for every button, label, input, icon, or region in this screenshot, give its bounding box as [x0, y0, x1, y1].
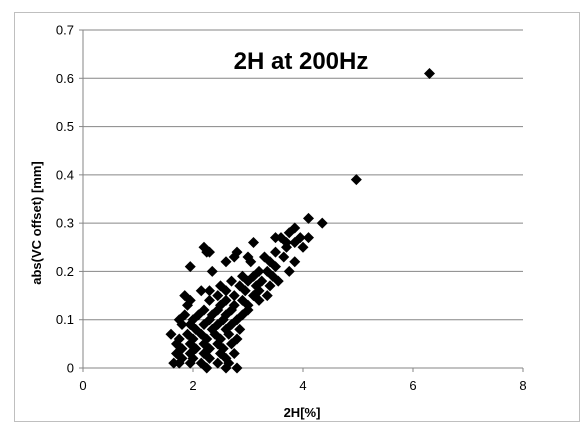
axes: [79, 29, 524, 372]
data-point: [270, 261, 281, 273]
data-point: [283, 227, 295, 239]
scatter-chart: 0 0.1 0.2 0.3 0.4 0.5 0.6 0.7 0 2 4 6 8 2H at 200Hz…: [29, 23, 527, 421]
chart-title: 2H at 200Hz: [234, 48, 369, 75]
x-axis-tick-labels: 0 2 4 6 8: [79, 378, 526, 393]
data-point: [204, 246, 215, 258]
data-point: [289, 236, 301, 248]
data-point: [261, 290, 273, 302]
x-tick-label: 2: [189, 378, 196, 393]
data-point: [289, 256, 301, 268]
y-axis-tick-labels: 0 0.1 0.2 0.3 0.4 0.5 0.6 0.7: [56, 23, 74, 376]
data-point: [220, 285, 232, 297]
data-point: [350, 174, 362, 186]
data-point: [424, 67, 435, 79]
data-point: [223, 328, 235, 340]
data-point: [270, 246, 281, 258]
x-axis-title: 2H[%]: [284, 405, 321, 420]
data-point: [226, 338, 237, 350]
data-point: [173, 357, 185, 369]
data-point: [283, 265, 295, 277]
data-point: [303, 232, 314, 244]
data-point: [297, 241, 309, 253]
data-point: [220, 256, 232, 268]
data-point: [226, 275, 237, 287]
y-axis-title: abs(VC offset) [mm]: [29, 161, 44, 285]
data-point: [316, 217, 328, 229]
data-point: [212, 357, 224, 369]
data-point: [242, 275, 254, 287]
data-point: [272, 275, 284, 287]
data-point: [259, 251, 270, 263]
data-point: [231, 362, 243, 374]
y-tick-label: 0.3: [56, 216, 74, 231]
data-point: [204, 294, 215, 306]
data-point: [165, 328, 177, 340]
data-point: [234, 323, 246, 335]
gridlines: [83, 29, 523, 321]
data-point: [228, 251, 240, 263]
data-point: [184, 357, 196, 369]
data-point: [201, 362, 213, 374]
data-point: [278, 251, 290, 263]
data-points: [165, 67, 435, 374]
y-tick-label: 0: [67, 361, 74, 376]
data-point: [248, 236, 259, 248]
x-tick-label: 0: [79, 378, 86, 393]
data-point: [245, 256, 257, 268]
y-tick-label: 0.2: [56, 264, 74, 279]
data-point: [212, 290, 224, 302]
data-point: [242, 251, 254, 263]
data-point: [239, 285, 251, 297]
chart-area: 0 0.1 0.2 0.3 0.4 0.5 0.6 0.7 0 2 4 6 8 2H at 200Hz…: [14, 12, 580, 422]
x-tick-label: 6: [409, 378, 416, 393]
data-point: [253, 294, 265, 306]
data-point: [184, 261, 196, 273]
y-tick-label: 0.6: [56, 71, 74, 86]
data-point: [264, 280, 276, 292]
data-point: [220, 362, 232, 374]
data-point: [228, 348, 240, 360]
data-point: [198, 319, 210, 331]
x-tick-label: 4: [299, 378, 306, 393]
data-point: [281, 241, 292, 253]
x-tick-label: 8: [519, 378, 526, 393]
y-tick-label: 0.1: [56, 312, 74, 327]
data-point: [204, 285, 215, 297]
data-point: [270, 232, 281, 244]
data-point: [182, 299, 193, 311]
data-point: [228, 290, 240, 302]
data-point: [204, 352, 215, 364]
data-point: [176, 319, 188, 331]
y-tick-label: 0.4: [56, 167, 74, 182]
data-point: [206, 265, 218, 277]
y-tick-label: 0.7: [56, 23, 74, 38]
data-point: [195, 285, 207, 297]
y-tick-label: 0.5: [56, 119, 74, 134]
data-point: [303, 212, 314, 224]
